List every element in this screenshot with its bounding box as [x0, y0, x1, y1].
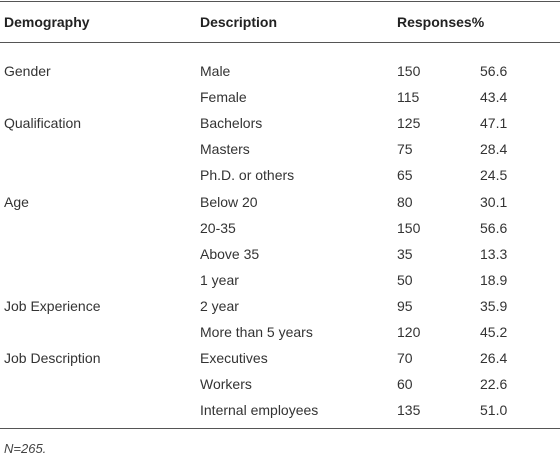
- header-cell: Responses%: [397, 14, 485, 30]
- header-cell: Demography: [4, 14, 90, 30]
- description-cell: More than 5 years: [200, 324, 313, 340]
- count-cell: 135: [397, 402, 421, 419]
- percent-cell: 56.6: [480, 219, 508, 236]
- description-cell: Executives: [200, 350, 268, 367]
- description-cell: 2 year: [200, 297, 239, 314]
- description-cell: Ph.D. or others: [200, 167, 295, 184]
- top-rule: [0, 1, 560, 2]
- percent-cell: 22.6: [480, 376, 508, 393]
- percent-cell: 35.9: [480, 297, 508, 314]
- count-cell: 75: [397, 141, 413, 158]
- count-cell: 95: [397, 297, 413, 314]
- description-cell: 1 year: [200, 271, 239, 288]
- header-cell: Description: [200, 14, 278, 30]
- count-cell: 60: [397, 376, 413, 393]
- percent-cell: 18.9: [480, 271, 508, 288]
- count-cell: 150: [397, 219, 421, 236]
- percent-cell: 43.4: [480, 89, 508, 106]
- count-cell: 50: [397, 271, 413, 288]
- percent-cell: 24.5: [480, 167, 508, 184]
- demography-cell: Age: [4, 193, 29, 210]
- description-cell: Female: [200, 89, 247, 106]
- description-cell: Below 20: [200, 193, 258, 210]
- percent-cell: 47.1: [480, 115, 508, 132]
- count-cell: 120: [397, 324, 421, 340]
- percent-cell: 13.3: [480, 245, 508, 262]
- count-cell: 125: [397, 115, 421, 132]
- count-cell: 65: [397, 167, 413, 184]
- count-cell: 70: [397, 350, 413, 367]
- header-rule: [0, 42, 560, 43]
- percent-cell: 45.2: [480, 324, 508, 340]
- description-cell: Internal employees: [200, 402, 319, 419]
- demography-cell: Job Experience: [4, 297, 101, 314]
- percent-cell: 30.1: [480, 193, 508, 210]
- demography-cell: Qualification: [4, 115, 82, 132]
- description-cell: Masters: [200, 141, 250, 158]
- description-cell: Male: [200, 63, 231, 79]
- percent-cell: 28.4: [480, 141, 508, 158]
- count-cell: 115: [397, 89, 420, 106]
- percent-cell: 56.6: [480, 63, 508, 79]
- demography-cell: Job Description: [4, 350, 101, 367]
- table-note: N=265.: [4, 441, 47, 456]
- description-cell: Above 35: [200, 245, 260, 262]
- count-cell: 150: [397, 63, 421, 79]
- description-cell: Bachelors: [200, 115, 263, 132]
- bottom-rule: [0, 428, 560, 429]
- percent-cell: 26.4: [480, 350, 508, 367]
- count-cell: 35: [397, 245, 413, 262]
- description-cell: 20-35: [200, 219, 236, 236]
- percent-cell: 51.0: [480, 402, 508, 419]
- count-cell: 80: [397, 193, 413, 210]
- demography-cell: Gender: [4, 63, 51, 79]
- description-cell: Workers: [200, 376, 252, 393]
